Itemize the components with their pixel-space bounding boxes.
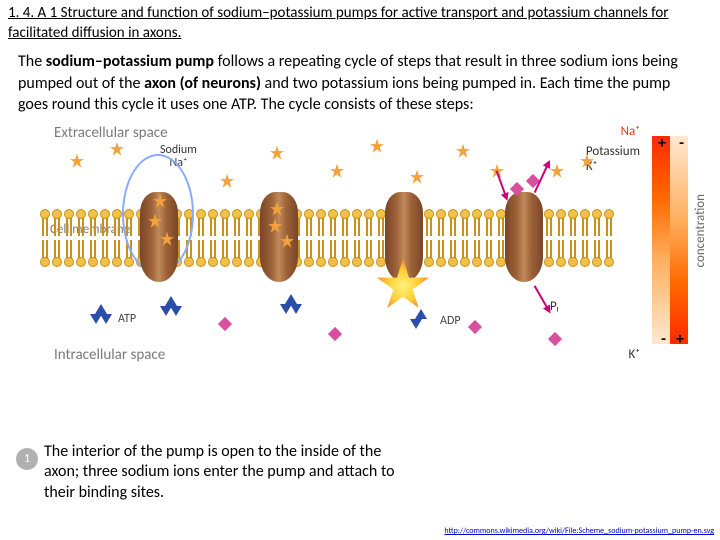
grad-sign-plus-tl: + xyxy=(658,134,666,153)
sodium-ion-icon xyxy=(456,144,470,158)
sodium-ion-icon xyxy=(220,174,234,188)
label-adp: ADP xyxy=(440,314,461,328)
label-atp: ATP xyxy=(118,312,136,326)
potassium-ion-icon xyxy=(328,327,342,341)
potassium-word: Potassium xyxy=(586,144,640,159)
pi-arrow-icon xyxy=(534,285,549,309)
potassium-ion-icon xyxy=(468,320,482,334)
concentration-gradient-bar xyxy=(652,136,688,344)
na-symbol: Na⁺ xyxy=(621,124,640,139)
atp-icon xyxy=(90,304,112,326)
intro-bold1: sodium–potassium pump xyxy=(46,52,214,71)
intro-pre: The xyxy=(18,52,46,71)
label-intracellular: Intracellular space xyxy=(54,346,165,364)
label-extracellular: Extracellular space xyxy=(54,124,168,142)
sodium-ion-icon xyxy=(410,170,424,184)
sodium-ion-icon xyxy=(110,142,124,156)
potassium-ion-icon xyxy=(548,332,562,346)
sodium-ion-icon xyxy=(550,164,564,178)
grad-sign-minus-bl: - xyxy=(661,330,666,349)
step-number-badge: 1 xyxy=(16,448,38,470)
atp-icon xyxy=(160,296,182,318)
label-potassium: Potassium K⁺ xyxy=(586,144,640,174)
diagram-membrane-pump: Extracellular space Intracellular space … xyxy=(10,124,710,364)
sodium-ion-icon xyxy=(70,154,84,168)
sodium-ion-icon xyxy=(270,146,284,160)
source-link[interactable]: http://commons.wikimedia.org/wiki/File:S… xyxy=(444,526,714,536)
atp-icon xyxy=(280,294,302,316)
sodium-ion-icon xyxy=(370,139,384,153)
sodium-ion-icon xyxy=(330,164,344,178)
grad-sign-minus-tr: - xyxy=(679,134,684,153)
grad-sign-plus-br: + xyxy=(676,330,684,349)
potassium-ion-icon xyxy=(218,317,232,331)
step-description: The interior of the pump is open to the … xyxy=(44,442,404,504)
concentration-axis-label: concentration xyxy=(693,194,708,267)
gradient-na-side xyxy=(652,136,670,344)
label-na-top: Na⁺ xyxy=(621,124,640,139)
k-enter-arrow-icon xyxy=(496,170,507,195)
section-header: 1. 4. A 1 Structure and function of sodi… xyxy=(0,0,720,47)
pump-stage-1 xyxy=(140,192,178,282)
pump-stage-2 xyxy=(260,192,298,282)
intro-paragraph: The sodium–potassium pump follows a repe… xyxy=(0,47,720,124)
gradient-k-side xyxy=(670,136,688,344)
pump-stage-4 xyxy=(505,192,543,282)
intro-bold2: axon (of neurons) xyxy=(144,74,261,93)
label-k-bottom: K⁺ xyxy=(629,347,641,362)
adp-icon xyxy=(410,309,432,331)
